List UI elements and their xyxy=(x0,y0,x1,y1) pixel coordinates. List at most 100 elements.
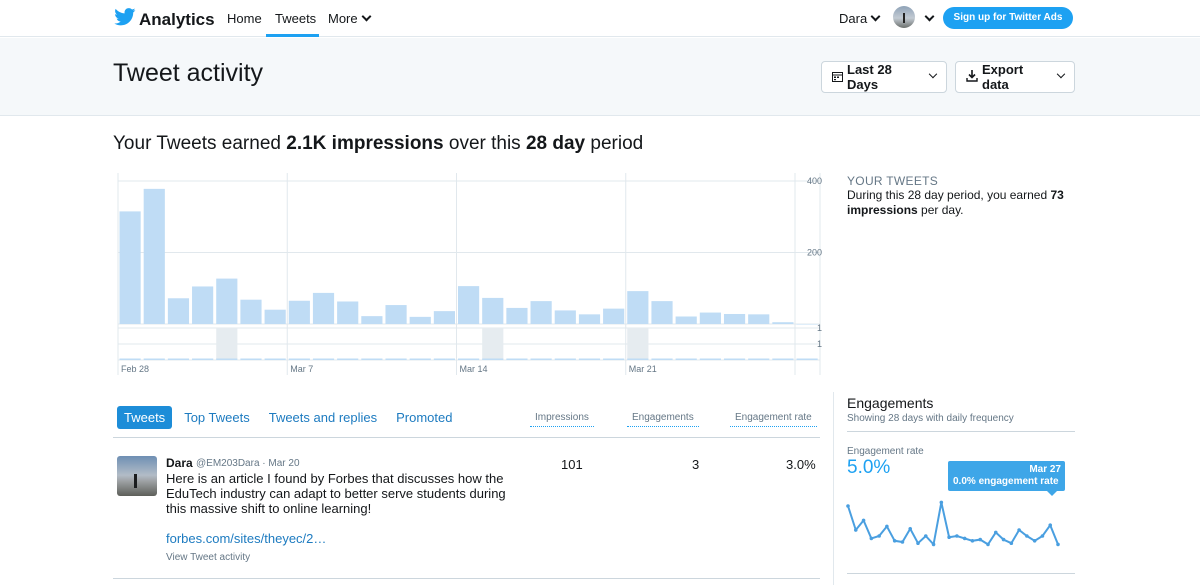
sparkline-point[interactable] xyxy=(1056,542,1060,547)
view-tweet-activity-link[interactable]: View Tweet activity xyxy=(166,552,251,563)
secondary-bar xyxy=(627,358,649,360)
chart-bar xyxy=(240,299,262,324)
sparkline-point[interactable] xyxy=(939,500,944,505)
tab-promoted[interactable]: Promoted xyxy=(396,410,453,425)
secondary-bar xyxy=(530,358,552,360)
avatar[interactable] xyxy=(893,6,915,28)
chart-bar xyxy=(675,316,697,324)
chart-bar xyxy=(312,292,335,324)
divider xyxy=(847,573,1075,574)
x-tick-label: Mar 14 xyxy=(460,364,488,374)
sparkline-point[interactable] xyxy=(892,539,897,543)
tweet-meta: @EM203Dara · Mar 20 xyxy=(196,458,300,469)
summary-prefix: Your Tweets earned xyxy=(113,133,281,154)
signup-ads-button[interactable]: Sign up for Twitter Ads xyxy=(943,7,1073,29)
chart-bar xyxy=(143,188,165,324)
sparkline-point[interactable] xyxy=(900,540,905,544)
sparkline-point[interactable] xyxy=(1048,523,1053,527)
secondary-highlight xyxy=(216,328,238,360)
sparkline-point[interactable] xyxy=(986,542,990,547)
secondary-highlight xyxy=(482,328,504,360)
tooltip-value: 0.0% engagement rate xyxy=(953,476,1059,487)
secondary-bar xyxy=(458,358,480,360)
chart-bar xyxy=(651,301,673,324)
sparkline-point[interactable] xyxy=(1009,541,1014,545)
nav-active-indicator xyxy=(266,34,319,37)
secondary-bar xyxy=(723,358,746,360)
tooltip-date: Mar 27 xyxy=(1029,464,1061,475)
sparkline-point[interactable] xyxy=(885,524,889,529)
secondary-bar xyxy=(796,358,818,360)
secondary-bar xyxy=(288,358,310,360)
brand[interactable]: Analytics xyxy=(114,8,215,31)
user-name: Dara xyxy=(839,11,868,26)
sparkline-point[interactable] xyxy=(947,535,951,539)
chart-bar xyxy=(385,305,407,324)
nav-tweets[interactable]: Tweets xyxy=(275,11,317,26)
sparkline-point[interactable] xyxy=(923,534,928,538)
sparkline-point[interactable] xyxy=(993,530,998,535)
chart-bar xyxy=(723,313,746,324)
user-menu[interactable]: Dara xyxy=(839,11,881,26)
sparkline-point[interactable] xyxy=(869,536,874,541)
sparkline-point[interactable] xyxy=(853,528,858,532)
sparkline-point[interactable] xyxy=(962,536,967,541)
avatar-menu-toggle[interactable] xyxy=(921,11,935,26)
secondary-bar xyxy=(748,358,770,360)
page-title: Tweet activity xyxy=(113,59,264,87)
tab-tweets[interactable]: Tweets xyxy=(117,406,173,429)
sparkline-point[interactable] xyxy=(908,527,913,531)
sparkline-point[interactable] xyxy=(916,541,920,545)
tweet-link[interactable]: forbes.com/sites/theyec/2… xyxy=(166,531,327,546)
x-tick-label: Mar 21 xyxy=(629,364,657,374)
secondary-bar xyxy=(192,358,214,360)
sparkline-point[interactable] xyxy=(1032,539,1037,543)
export-data-button[interactable]: Export data xyxy=(955,61,1075,93)
chart-bar xyxy=(482,297,504,324)
nav-home[interactable]: Home xyxy=(227,11,262,26)
col-impressions[interactable]: Impressions xyxy=(530,412,594,427)
col-engagements[interactable]: Engagements xyxy=(627,412,699,427)
secondary-bar xyxy=(167,358,190,360)
sparkline-point[interactable] xyxy=(955,534,959,538)
chevron-down-icon xyxy=(870,11,881,22)
sparkline-point[interactable] xyxy=(931,542,936,547)
divider xyxy=(833,392,834,585)
nav-more[interactable]: More xyxy=(328,11,372,26)
tweet-author[interactable]: Dara xyxy=(166,456,193,470)
date-range-button[interactable]: Last 28 Days xyxy=(821,61,947,93)
side-text: During this 28 day period, you earned 73… xyxy=(847,188,1077,218)
engagements-subtitle: Showing 28 days with daily frequency xyxy=(847,413,1014,424)
chevron-down-icon xyxy=(924,11,935,22)
top-nav: Analytics Home Tweets More Dara Sign up … xyxy=(0,0,1200,37)
sparkline-point[interactable] xyxy=(877,534,881,538)
tab-tweets-and-replies[interactable]: Tweets and replies xyxy=(268,410,378,425)
col-engagement-rate[interactable]: Engagement rate xyxy=(730,412,817,427)
sparkline-point[interactable] xyxy=(1040,534,1045,538)
chart-bar xyxy=(192,286,214,324)
sparkline-point[interactable] xyxy=(846,504,850,508)
sparkline-point[interactable] xyxy=(1025,534,1029,538)
sparkline-point[interactable] xyxy=(1017,528,1021,532)
chart-bar xyxy=(627,291,649,324)
chart-bar xyxy=(699,312,721,324)
secondary-tick-label: 1 xyxy=(817,339,822,349)
engagement-sparkline xyxy=(846,500,1060,547)
calendar-icon xyxy=(832,70,843,85)
sparkline-point[interactable] xyxy=(861,518,866,523)
divider xyxy=(113,437,820,438)
chart-bar xyxy=(409,316,431,324)
engagement-tooltip: Mar 27 0.0% engagement rate xyxy=(948,461,1065,496)
sparkline-point[interactable] xyxy=(1001,537,1006,542)
secondary-bar xyxy=(361,358,383,360)
chart-bar xyxy=(458,286,480,324)
side-text-after: per day. xyxy=(921,203,964,217)
y-tick-label: 200 xyxy=(807,248,822,258)
sparkline-point[interactable] xyxy=(978,537,983,542)
sparkline-point[interactable] xyxy=(970,539,975,543)
tweet-text: Here is an article I found by Forbes tha… xyxy=(166,471,506,516)
avatar[interactable] xyxy=(117,456,157,496)
tab-top-tweets[interactable]: Top Tweets xyxy=(184,410,250,425)
impressions-chart: 400 200 1 1 Feb 28 Mar 7 Mar 14 Mar 21 xyxy=(117,173,822,375)
secondary-bar xyxy=(578,358,601,360)
